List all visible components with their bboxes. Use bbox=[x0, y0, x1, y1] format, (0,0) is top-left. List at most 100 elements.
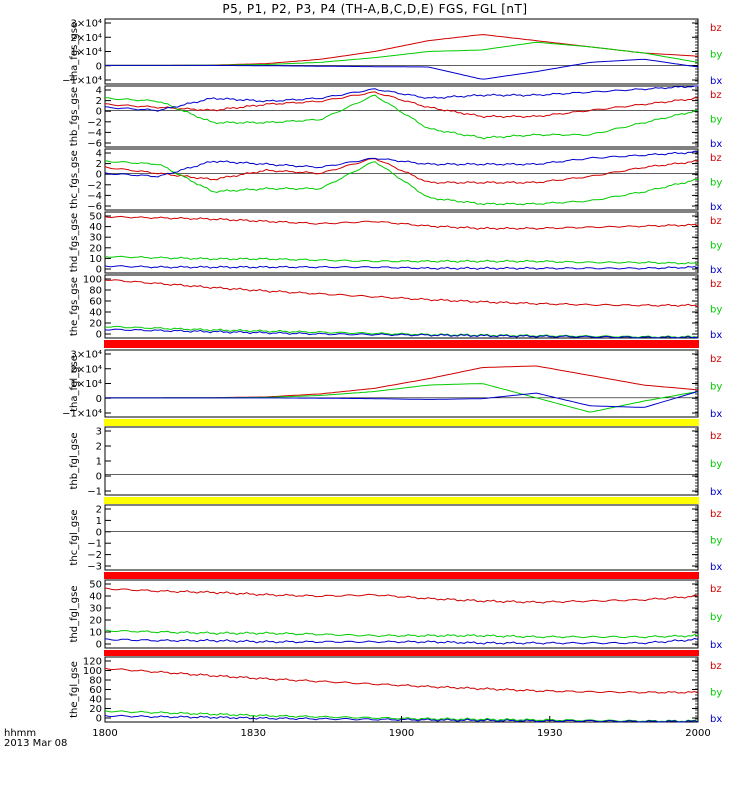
y-tick-label: 60 bbox=[89, 685, 102, 696]
legend-bx: bx bbox=[710, 202, 722, 213]
legend-bz: bz bbox=[710, 661, 722, 672]
legend-bz: bz bbox=[710, 509, 722, 520]
y-tick-label: −6 bbox=[87, 139, 102, 150]
y-tick-label: 0 bbox=[96, 394, 102, 405]
y-tick-label: 0 bbox=[96, 61, 102, 72]
series-line-by bbox=[104, 160, 699, 206]
y-tick-label: 100 bbox=[83, 666, 102, 677]
y-tick-label: 50 bbox=[89, 580, 102, 591]
panel-frame bbox=[104, 18, 699, 85]
time-unit-label: hhmm bbox=[4, 728, 37, 739]
panel-separator-bar bbox=[104, 340, 699, 348]
legend-by: by bbox=[710, 241, 722, 252]
chart-title: P5, P1, P2, P3, P4 (TH-A,B,C,D,E) FGS, F… bbox=[222, 2, 528, 16]
legend-bz: bz bbox=[710, 431, 722, 442]
y-tick-label: 40 bbox=[89, 695, 102, 706]
legend-by: by bbox=[710, 115, 722, 126]
legend-bz: bz bbox=[710, 216, 722, 227]
legend-bx: bx bbox=[710, 265, 722, 276]
y-tick-label: 50 bbox=[89, 212, 102, 223]
y-tick-label: 3 bbox=[96, 427, 102, 438]
y-tick-label: 60 bbox=[89, 297, 102, 308]
x-tick-label: 1930 bbox=[537, 728, 562, 739]
series-line-bz bbox=[104, 587, 699, 604]
y-tick-label: 80 bbox=[89, 286, 102, 297]
y-tick-label: 2 bbox=[96, 159, 102, 170]
panel-separator-bar bbox=[104, 572, 699, 579]
x-tick-label: 1900 bbox=[389, 728, 414, 739]
legend-by: by bbox=[710, 612, 722, 623]
series-line-bx bbox=[105, 58, 699, 80]
series-line-by bbox=[104, 325, 699, 339]
legend-bz: bz bbox=[710, 153, 722, 164]
legend-bx: bx bbox=[710, 562, 722, 573]
y-tick-label: 20 bbox=[89, 319, 102, 330]
y-tick-label: −1×10⁴ bbox=[62, 409, 102, 420]
y-tick-label: 0 bbox=[96, 107, 102, 118]
series-line-bx bbox=[104, 265, 699, 270]
y-tick-label: −3 bbox=[87, 562, 102, 573]
y-axis-label: thd_fgl_gse bbox=[69, 586, 80, 643]
y-tick-label: 20 bbox=[89, 243, 102, 254]
series-line-bz bbox=[104, 279, 699, 307]
series-line-bx bbox=[105, 391, 699, 408]
y-tick-label: 40 bbox=[89, 308, 102, 319]
y-tick-label: 40 bbox=[89, 592, 102, 603]
y-tick-label: 1×10⁴ bbox=[71, 47, 102, 58]
series-line-by bbox=[104, 629, 699, 639]
x-tick-label: 1800 bbox=[92, 728, 117, 739]
series-line-bz bbox=[104, 158, 699, 185]
y-axis-label: the_fgs_gse bbox=[69, 277, 80, 336]
date-label: 2013 Mar 08 bbox=[4, 738, 68, 749]
legend-bx: bx bbox=[710, 487, 722, 498]
legend-by: by bbox=[710, 382, 722, 393]
y-tick-label: 4 bbox=[96, 86, 102, 97]
y-tick-label: −6 bbox=[87, 202, 102, 213]
y-tick-label: 2 bbox=[96, 96, 102, 107]
y-tick-label: 100 bbox=[83, 275, 102, 286]
y-tick-label: 1×10⁴ bbox=[71, 379, 102, 390]
legend-bz: bz bbox=[710, 23, 722, 34]
y-axis-label: tha_fgs_gse bbox=[69, 22, 80, 81]
legend-bz: bz bbox=[710, 354, 722, 365]
panel-separator-bar bbox=[104, 497, 699, 504]
series-line-bx bbox=[104, 637, 699, 645]
legend-by: by bbox=[710, 459, 722, 470]
legend-bx: bx bbox=[710, 409, 722, 420]
series-line-bz bbox=[104, 667, 699, 694]
series-line-by bbox=[104, 94, 698, 140]
legend-by: by bbox=[710, 50, 722, 61]
panel-frame bbox=[104, 579, 699, 649]
y-tick-label: 4 bbox=[96, 149, 102, 160]
panel-separator-bar bbox=[104, 650, 699, 656]
y-tick-label: 10 bbox=[89, 628, 102, 639]
x-tick-label: 1830 bbox=[241, 728, 266, 739]
y-tick-label: 30 bbox=[89, 604, 102, 615]
panel-frame bbox=[104, 656, 699, 723]
y-axis-label: thb_fgs_gse bbox=[69, 87, 80, 146]
y-tick-label: −4 bbox=[87, 191, 102, 202]
y-axis-label: thd_fgs_gse bbox=[69, 213, 80, 272]
x-tick-label: 2000 bbox=[685, 728, 710, 739]
y-tick-label: 2 bbox=[96, 442, 102, 453]
legend-by: by bbox=[710, 688, 722, 699]
panel-frame bbox=[104, 85, 699, 148]
y-tick-label: 40 bbox=[89, 222, 102, 233]
legend-by: by bbox=[710, 178, 722, 189]
series-line-bz bbox=[104, 91, 699, 119]
y-tick-label: −2 bbox=[87, 180, 102, 191]
y-tick-label: 20 bbox=[89, 704, 102, 715]
y-tick-label: 2 bbox=[96, 505, 102, 516]
series-line-bz bbox=[105, 365, 699, 399]
y-tick-label: 2×10⁴ bbox=[71, 33, 102, 44]
y-tick-label: 120 bbox=[83, 657, 102, 668]
legend-bz: bz bbox=[710, 90, 722, 101]
legend-bz: bz bbox=[710, 279, 722, 290]
y-tick-label: 2×10⁴ bbox=[71, 364, 102, 375]
legend-bx: bx bbox=[710, 640, 722, 651]
y-tick-label: 30 bbox=[89, 233, 102, 244]
y-tick-label: 3×10⁴ bbox=[71, 350, 102, 361]
y-tick-label: 10 bbox=[89, 254, 102, 265]
panel-separator-bar bbox=[104, 419, 699, 426]
